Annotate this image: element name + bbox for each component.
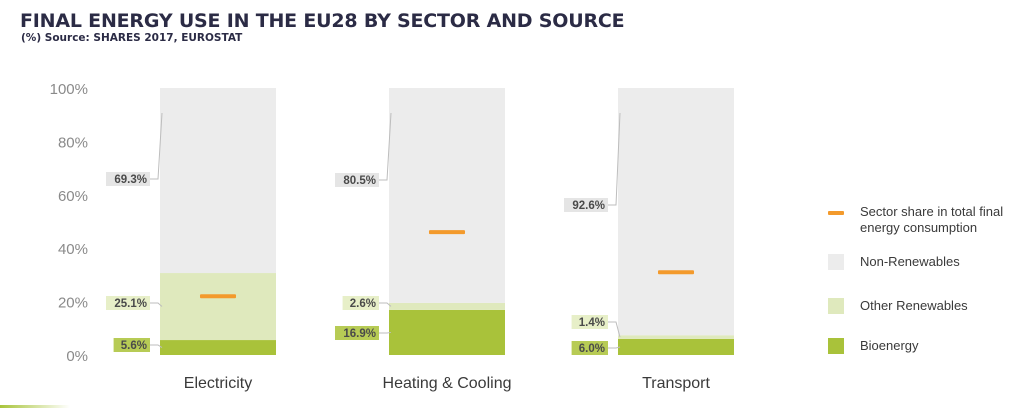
bar-segment-non-renewables — [389, 88, 505, 303]
data-label-leader-line — [379, 331, 392, 334]
legend-label-non-renewables: Non-Renewables — [860, 254, 960, 269]
data-label-bg — [335, 173, 379, 187]
chart-subtitle: (%) Source: SHARES 2017, EUROSTAT — [21, 32, 243, 44]
legend-label-sector-share: Sector share in total final energy consu… — [860, 204, 1004, 235]
data-label-bg — [342, 296, 379, 310]
data-label-leader-line — [608, 346, 621, 349]
data-label-bg — [106, 172, 150, 186]
bar-segment-other-renewables — [160, 273, 276, 341]
bar-segment-other-renewables — [389, 302, 505, 310]
data-label: 6.0% — [579, 343, 605, 355]
sector-share-marker — [658, 270, 694, 275]
data-label: 25.1% — [114, 298, 147, 310]
data-label-leader-line — [379, 112, 392, 181]
data-label-leader-line — [150, 344, 163, 348]
legend-swatch-sector-share — [828, 211, 844, 215]
data-label: 80.5% — [343, 175, 376, 187]
legend-swatch-non-renewables — [828, 254, 844, 270]
data-label: 1.4% — [579, 317, 605, 329]
bar-segment-non-renewables — [618, 88, 734, 336]
data-label: 5.6% — [121, 340, 147, 352]
bar-segment-bioenergy — [618, 338, 734, 355]
legend-swatch-bioenergy — [828, 338, 844, 354]
y-tick-label: 100% — [50, 81, 88, 98]
data-label: 69.3% — [114, 174, 147, 186]
y-tick-label: 0% — [66, 348, 88, 365]
data-label-bg — [564, 198, 608, 212]
data-label-bg — [335, 326, 379, 340]
data-label-leader-line — [608, 321, 621, 338]
y-tick-label: 60% — [58, 188, 88, 205]
legend-label-other-renewables: Other Renewables — [860, 298, 968, 313]
x-category-label: Heating & Cooling — [383, 375, 512, 392]
legend-label-bioenergy: Bioenergy — [860, 338, 919, 353]
bar-segment-bioenergy — [160, 340, 276, 355]
data-label-bg — [571, 315, 608, 329]
bar-segment-other-renewables — [618, 335, 734, 339]
data-label: 16.9% — [343, 328, 376, 340]
data-label: 92.6% — [572, 200, 605, 212]
data-label: 2.6% — [350, 298, 376, 310]
legend-item-sector-share: Sector share in total final energy consu… — [828, 204, 1024, 236]
y-tick-label: 20% — [58, 295, 88, 312]
data-label-bg — [571, 341, 608, 355]
legend-item-non-renewables: Non-Renewables — [828, 254, 960, 270]
data-label-leader-line — [150, 302, 163, 307]
legend-swatch-other-renewables — [828, 298, 844, 314]
sector-share-marker — [200, 294, 236, 299]
data-label-bg — [113, 338, 150, 352]
decorative-accent-line — [0, 405, 70, 408]
stacked-bar-chart: 0% 20% 40% 60% 80% 100% Electricity Heating & C… — [50, 81, 734, 392]
y-tick-label: 40% — [58, 241, 88, 258]
y-tick-label: 80% — [58, 134, 88, 151]
x-category-label: Transport — [642, 375, 710, 392]
sector-share-marker — [429, 230, 465, 235]
bar-segment-bioenergy — [389, 309, 505, 355]
chart-title: FINAL ENERGY USE IN THE EU28 BY SECTOR A… — [20, 10, 625, 32]
data-label-leader-line — [150, 112, 163, 180]
data-label-bg — [106, 296, 150, 310]
legend-item-bioenergy: Bioenergy — [828, 338, 919, 354]
legend-item-other-renewables: Other Renewables — [828, 298, 968, 314]
x-category-label: Electricity — [184, 375, 252, 392]
data-label-leader-line — [608, 112, 621, 206]
bar-segment-non-renewables — [160, 88, 276, 274]
data-label-leader-line — [379, 302, 392, 307]
